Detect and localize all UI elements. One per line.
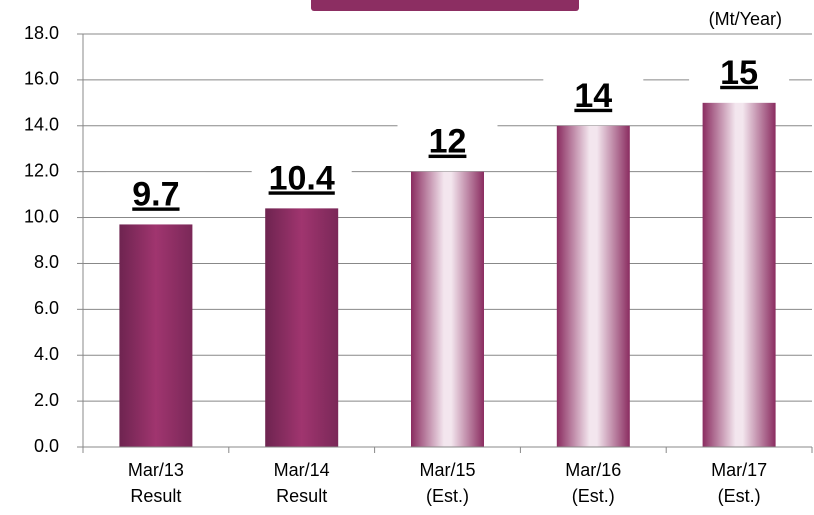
x-tick-label: Result — [130, 486, 181, 506]
value-label: 14 — [574, 77, 612, 115]
bar — [702, 102, 776, 447]
y-tick-label: 16.0 — [24, 69, 59, 89]
x-tick-label: Mar/14 — [274, 460, 330, 480]
bar — [556, 125, 630, 448]
bar — [119, 224, 193, 447]
y-tick-label: 6.0 — [34, 298, 59, 318]
y-tick-label: 18.0 — [24, 23, 59, 43]
x-tick-label: Mar/15 — [419, 460, 475, 480]
x-tick-label: (Est.) — [426, 486, 469, 506]
x-tick-label: Mar/13 — [128, 460, 184, 480]
x-tick-label: (Est.) — [718, 486, 761, 506]
value-label-bg — [397, 119, 498, 164]
y-tick-label: 10.0 — [24, 206, 59, 226]
value-label: 10.4 — [269, 159, 335, 197]
x-tick-label: (Est.) — [572, 486, 615, 506]
y-tick-label: 2.0 — [34, 390, 59, 410]
y-tick-label: 4.0 — [34, 344, 59, 364]
bar — [411, 171, 484, 447]
x-tick-label: Mar/17 — [711, 460, 767, 480]
y-tick-label: 8.0 — [34, 252, 59, 272]
value-label-bg — [105, 172, 206, 217]
unit-label: (Mt/Year) — [709, 9, 782, 29]
value-label: 15 — [720, 54, 758, 92]
value-label: 9.7 — [132, 175, 179, 213]
y-tick-label: 14.0 — [24, 115, 59, 135]
header-banner — [311, 0, 579, 11]
value-label: 12 — [429, 123, 467, 161]
value-label-bg — [689, 50, 790, 95]
bar — [265, 208, 339, 447]
value-label-bg — [543, 73, 644, 118]
x-tick-label: Result — [276, 486, 327, 506]
y-tick-label: 12.0 — [24, 160, 59, 180]
value-label-bg — [251, 156, 352, 201]
y-tick-label: 0.0 — [34, 436, 59, 456]
x-tick-label: Mar/16 — [565, 460, 621, 480]
